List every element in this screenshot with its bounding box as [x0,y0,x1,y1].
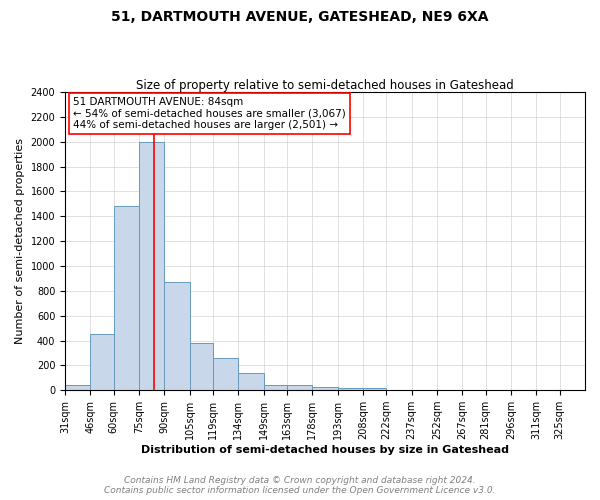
Bar [338,388,363,390]
Text: 51, DARTMOUTH AVENUE, GATESHEAD, NE9 6XA: 51, DARTMOUTH AVENUE, GATESHEAD, NE9 6XA [111,10,489,24]
Text: 51 DARTMOUTH AVENUE: 84sqm
← 54% of semi-detached houses are smaller (3,067)
44%: 51 DARTMOUTH AVENUE: 84sqm ← 54% of semi… [73,97,346,130]
Bar [190,343,213,390]
Bar [65,386,90,390]
Bar [213,358,238,390]
Bar [164,282,190,390]
Bar [114,206,139,390]
Bar [90,334,114,390]
Bar [263,386,287,390]
Text: Contains HM Land Registry data © Crown copyright and database right 2024.
Contai: Contains HM Land Registry data © Crown c… [104,476,496,495]
Title: Size of property relative to semi-detached houses in Gateshead: Size of property relative to semi-detach… [136,79,514,92]
Bar [363,388,386,390]
X-axis label: Distribution of semi-detached houses by size in Gateshead: Distribution of semi-detached houses by … [141,445,509,455]
Bar [238,374,263,390]
Y-axis label: Number of semi-detached properties: Number of semi-detached properties [15,138,25,344]
Bar [139,142,164,390]
Bar [313,387,338,390]
Bar [287,386,313,390]
